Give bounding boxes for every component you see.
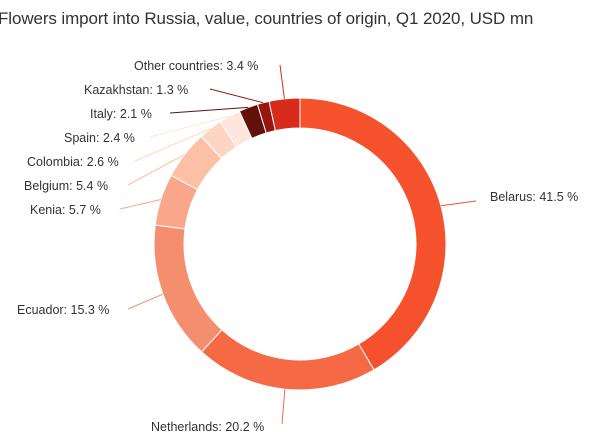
leader-line-belgium xyxy=(127,154,185,186)
label-colombia: Colombia: 2.6 % xyxy=(27,155,119,169)
label-netherlands: Netherlands: 20.2 % xyxy=(151,420,264,432)
label-belgium: Belgium: 5.4 % xyxy=(24,179,108,193)
label-belarus: Belarus: 41.5 % xyxy=(490,190,578,204)
leader-line-netherlands xyxy=(281,389,286,425)
leader-line-other-countries xyxy=(279,64,285,99)
label-spain: Spain: 2.4 % xyxy=(64,131,135,145)
leader-line-ecuador xyxy=(127,293,164,310)
labels-layer: Belarus: 41.5 % Netherlands: 20.2 % Ecuado… xyxy=(17,59,578,432)
label-kazakhstan: Kazakhstan: 1.3 % xyxy=(84,83,188,97)
leader-line-italy xyxy=(169,106,249,114)
label-kenia: Kenia: 5.7 % xyxy=(30,203,101,217)
leader-line-kazakhstan xyxy=(209,88,264,104)
leader-line-kenia xyxy=(119,199,162,210)
label-italy: Italy: 2.1 % xyxy=(90,107,152,121)
slice-netherlands[interactable] xyxy=(200,329,375,391)
label-other-countries: Other countries: 3.4 % xyxy=(134,59,258,73)
slice-other-countries[interactable] xyxy=(268,97,301,132)
label-ecuador: Ecuador: 15.3 % xyxy=(17,303,109,317)
slice-belarus[interactable] xyxy=(299,97,447,371)
leader-lines-layer xyxy=(119,64,477,425)
slices-layer xyxy=(153,97,447,391)
leader-line-spain xyxy=(149,115,230,138)
leader-line-colombia xyxy=(134,128,211,162)
slice-ecuador[interactable] xyxy=(153,224,223,353)
chart-title: Flowers import into Russia, value, count… xyxy=(0,9,534,28)
leader-line-belarus xyxy=(440,200,477,207)
